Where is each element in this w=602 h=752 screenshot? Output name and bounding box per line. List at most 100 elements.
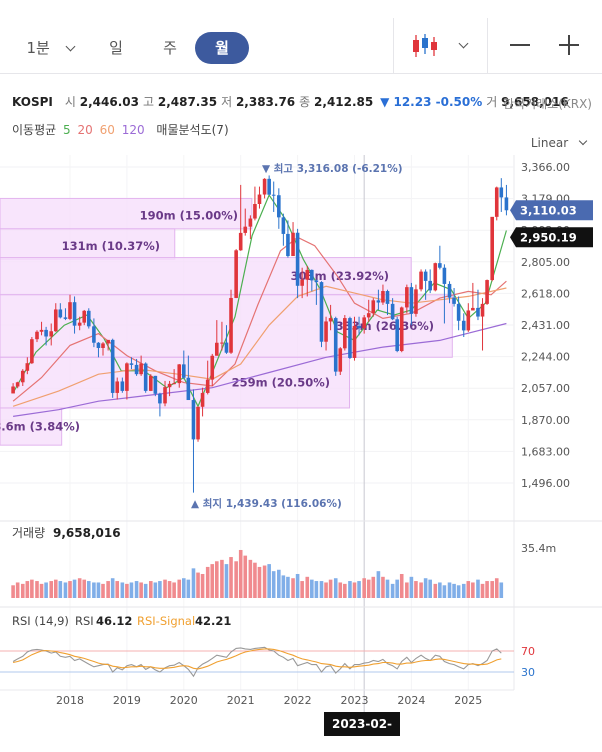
volume-bar bbox=[229, 557, 233, 598]
candle bbox=[191, 389, 196, 493]
ma60-label: 60 bbox=[99, 123, 115, 137]
volume-bar bbox=[371, 576, 376, 598]
candle-body bbox=[238, 232, 243, 251]
candle bbox=[324, 316, 328, 351]
candle bbox=[30, 336, 34, 365]
volume-bar bbox=[215, 561, 219, 598]
chart-toolbar: 1분 일 주 월 bbox=[0, 0, 602, 74]
rsi-panel: RSI (14,9) RSI 46.12 RSI-Signal 42.21 70 30 bbox=[0, 606, 602, 679]
zoom-in-icon[interactable] bbox=[559, 35, 579, 55]
candle-body bbox=[106, 339, 110, 344]
time-tick-label: 2025 bbox=[454, 694, 482, 707]
volume-bar bbox=[49, 581, 54, 598]
zoom-out-icon[interactable] bbox=[510, 44, 530, 46]
candle bbox=[25, 357, 30, 375]
candle-body bbox=[471, 307, 475, 311]
candle bbox=[390, 298, 395, 321]
time-axis: 2018 2019 2020 2021 2022 2023 2024 2025 bbox=[0, 689, 514, 707]
candle-body bbox=[11, 386, 15, 394]
candle bbox=[281, 213, 286, 246]
candle-body bbox=[286, 233, 290, 257]
volume-bar bbox=[35, 581, 39, 598]
high-label: 고 bbox=[142, 95, 155, 109]
price-tick-label: 2,805.00 bbox=[521, 256, 570, 269]
volume-profile-bar bbox=[0, 356, 351, 409]
volume-bar bbox=[163, 579, 167, 598]
candle bbox=[295, 228, 300, 299]
candle bbox=[143, 362, 148, 393]
candle bbox=[438, 245, 442, 270]
volume-bar bbox=[291, 578, 295, 598]
annotations: ▼ 최고 3,316.08 (-6.21%) ▲ 최지 1,439.43 (116… bbox=[191, 162, 403, 510]
candle bbox=[82, 309, 87, 326]
candle bbox=[253, 186, 257, 221]
candle-body bbox=[504, 197, 509, 211]
volume-bar bbox=[129, 582, 134, 598]
candle bbox=[139, 355, 143, 376]
chevron-down-icon bbox=[65, 41, 76, 52]
candle-body bbox=[177, 364, 182, 384]
candle bbox=[186, 355, 191, 401]
volume-profile-label: 48.6m (3.84%) bbox=[0, 420, 80, 434]
volume-profile-bar bbox=[0, 197, 253, 230]
candle bbox=[110, 338, 115, 398]
current-price-tag: 3,110.03 bbox=[520, 203, 577, 217]
open-label: 시 bbox=[64, 95, 76, 109]
candle bbox=[395, 316, 399, 353]
candle-body bbox=[257, 194, 262, 205]
volume-bar bbox=[30, 579, 34, 598]
candle-body bbox=[428, 280, 432, 291]
candle-body bbox=[92, 326, 96, 343]
moving-averages bbox=[12, 193, 507, 417]
volume-bar bbox=[447, 582, 452, 598]
volume-bar bbox=[286, 576, 290, 598]
candle-body bbox=[120, 381, 125, 391]
low-value: 2,383.76 bbox=[235, 95, 296, 109]
volume-bar bbox=[442, 585, 447, 598]
rsi-label: RSI bbox=[75, 614, 94, 628]
candle-body bbox=[35, 331, 39, 340]
volume-bar bbox=[409, 576, 414, 598]
candle bbox=[452, 287, 456, 307]
candle bbox=[433, 262, 438, 292]
volume-bar bbox=[324, 582, 328, 598]
volume-bar bbox=[300, 581, 304, 598]
volume-bar bbox=[158, 581, 162, 598]
scale-dropdown[interactable]: Linear bbox=[531, 136, 588, 150]
volume-bar bbox=[25, 581, 30, 598]
candle-body bbox=[371, 300, 376, 314]
candle bbox=[504, 184, 509, 216]
indicator-legend[interactable]: 이동평균 5 20 60 120 매물분석도(7) bbox=[12, 121, 229, 138]
candle bbox=[461, 313, 466, 337]
volume-bar bbox=[39, 583, 44, 598]
interval-dropdown[interactable]: 1분 bbox=[20, 32, 80, 64]
volume-bar bbox=[191, 568, 196, 598]
candle bbox=[39, 321, 44, 336]
rsi-axis-tick: 30 bbox=[521, 666, 535, 679]
candle bbox=[196, 406, 200, 442]
period-day-tab[interactable]: 일 bbox=[109, 39, 123, 57]
rsi-line bbox=[12, 646, 502, 678]
candle-body bbox=[438, 263, 442, 268]
volume-bar bbox=[172, 582, 176, 598]
candle bbox=[210, 353, 215, 387]
volume-bar bbox=[106, 581, 110, 598]
period-month-tab[interactable]: 월 bbox=[195, 32, 249, 64]
volume-bar bbox=[44, 582, 48, 598]
candle bbox=[125, 362, 129, 400]
candle-body bbox=[215, 342, 219, 356]
volume-bar bbox=[461, 583, 466, 598]
candle bbox=[471, 282, 475, 311]
volume-label: 거 bbox=[486, 95, 498, 109]
period-week-tab[interactable]: 주 bbox=[163, 39, 177, 57]
change-value: ▼ 12.23 -0.50% bbox=[380, 95, 483, 109]
chart-type-dropdown[interactable] bbox=[410, 32, 476, 60]
index-name: KOSPI bbox=[12, 95, 53, 109]
candle bbox=[456, 296, 461, 331]
ma5-label: 5 bbox=[63, 123, 71, 137]
volume-bar bbox=[438, 582, 442, 598]
volume-bar bbox=[248, 559, 253, 598]
volume-bar bbox=[210, 564, 215, 598]
price-tags: 3,110.03 2,950.19 bbox=[510, 200, 593, 248]
